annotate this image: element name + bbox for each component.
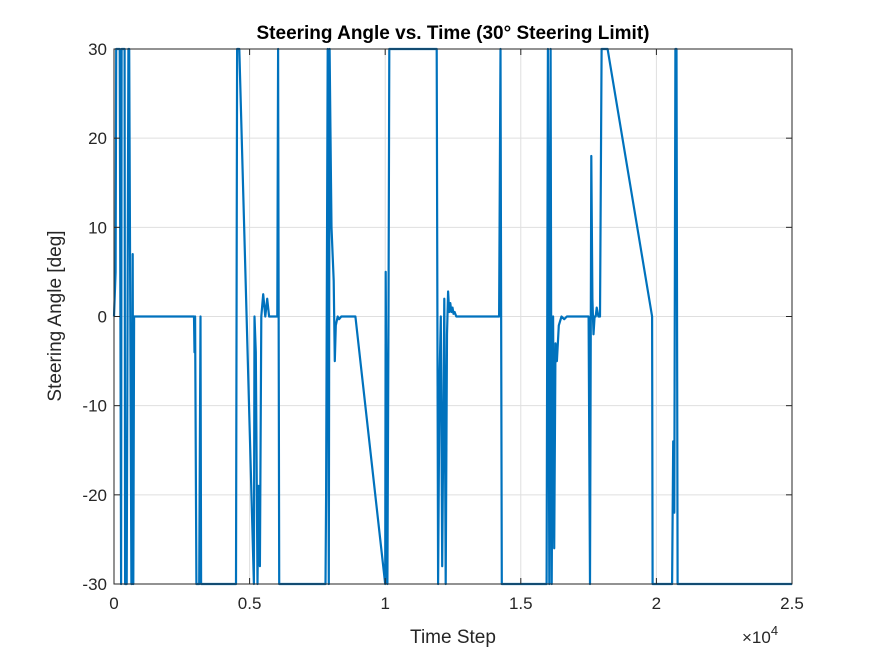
y-axis-label: Steering Angle [deg] [45,230,66,401]
x-exponent-base: ×10 [742,628,771,647]
x-exponent-power: 4 [771,623,778,638]
y-tick-label: -30 [82,575,107,594]
tick-marks [113,48,793,585]
steering-angle-series-line [112,47,792,586]
x-tick-labels: 0 0.5 1 1.5 2 2.5 [109,594,804,613]
y-tick-label: -20 [82,486,107,505]
y-tick-labels: -30 -20 -10 0 10 20 30 [82,40,107,594]
x-tick-label: 2 [652,594,661,613]
x-tick-label: 0 [109,594,118,613]
x-axis-label: Time Step [410,627,496,648]
x-tick-label: 2.5 [780,594,804,613]
x-exponent-label: ×104 [742,623,778,647]
x-tick-label: 0.5 [238,594,262,613]
x-tick-label: 1.5 [509,594,533,613]
series-layer [112,47,792,586]
y-tick-label: 10 [88,218,107,237]
y-tick-label: 0 [98,308,107,327]
y-tick-label: -10 [82,397,107,416]
y-tick-label: 20 [88,129,107,148]
x-tick-label: 1 [380,594,389,613]
y-tick-label: 30 [88,40,107,59]
chart-title: Steering Angle vs. Time (30° Steering Li… [257,23,650,44]
